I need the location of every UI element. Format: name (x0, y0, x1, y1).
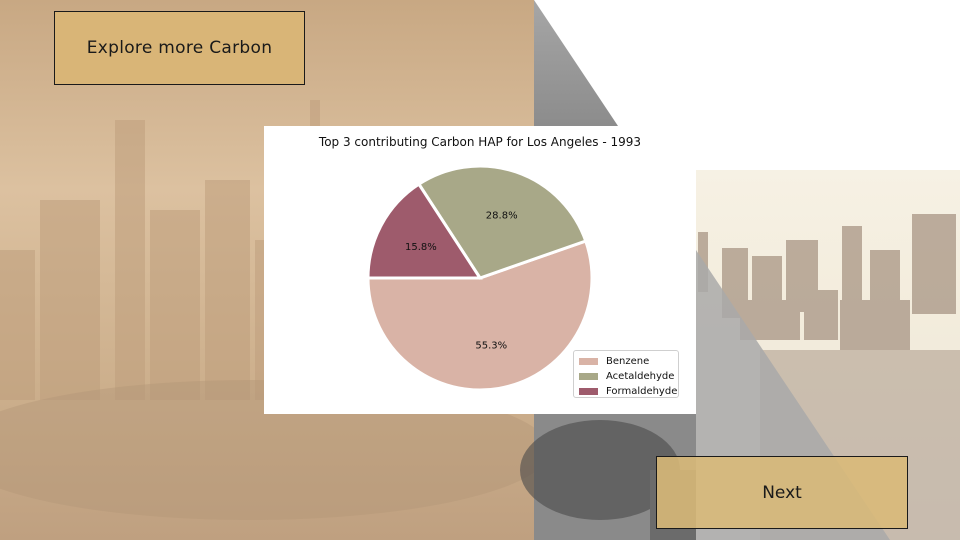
legend-swatch-acetaldehyde (579, 373, 598, 380)
explore-more-carbon-button[interactable]: Explore more Carbon (54, 11, 305, 85)
legend-swatch-formaldehyde (579, 388, 598, 395)
legend-item-formaldehyde: Formaldehyde (579, 384, 677, 399)
legend-swatch-benzene (579, 358, 598, 365)
legend-item-benzene: Benzene (579, 354, 673, 369)
legend-label-acetaldehyde: Acetaldehyde (606, 371, 675, 382)
smog-skyline (0, 100, 510, 410)
pie-label-benzene: 55.3% (475, 340, 507, 351)
legend-label-benzene: Benzene (606, 356, 650, 367)
legend-label-formaldehyde: Formaldehyde (606, 386, 678, 397)
grey-diagonal-top (534, 0, 618, 126)
dark-smoke (520, 420, 680, 520)
legend-item-acetaldehyde: Acetaldehyde (579, 369, 675, 384)
pie-slice-acetaldehyde (416, 164, 588, 280)
pie-label-acetaldehyde: 28.8% (486, 210, 518, 221)
pie-label-formaldehyde: 15.8% (405, 242, 437, 253)
pie-chart: 55.3% 28.8% 15.8% (366, 164, 594, 392)
smoke-cloud (0, 380, 550, 520)
chart-legend: Benzene Acetaldehyde Formaldehyde (573, 350, 679, 398)
pie-chart-card: Top 3 contributing Carbon HAP for Los An… (264, 126, 696, 414)
next-button[interactable]: Next (656, 456, 908, 529)
chart-title: Top 3 contributing Carbon HAP for Los An… (318, 135, 642, 149)
pie-slice-formaldehyde (366, 182, 483, 280)
